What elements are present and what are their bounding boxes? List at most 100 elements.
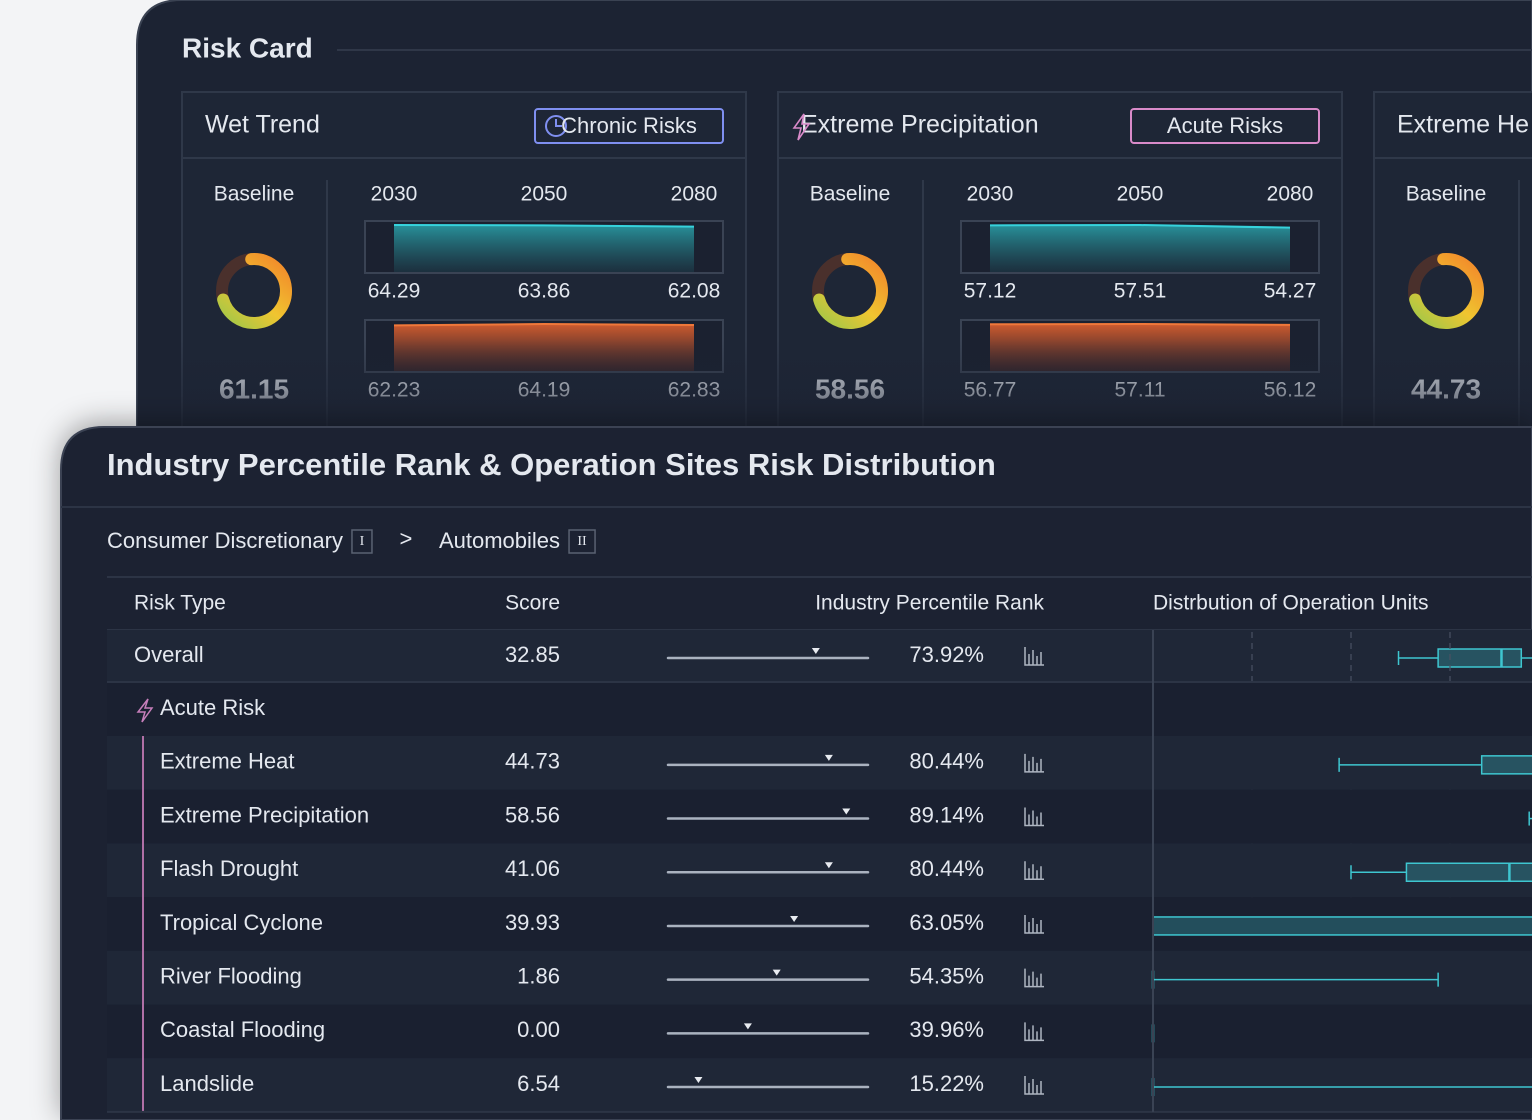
chart-icon[interactable] <box>1024 1022 1044 1042</box>
risk-score: 39.93 <box>505 910 560 935</box>
row-background <box>107 630 1532 682</box>
year-label: 2030 <box>967 183 1014 206</box>
baseline-label: Baseline <box>214 183 295 206</box>
trend-value: 57.12 <box>964 280 1017 303</box>
chart-icon[interactable] <box>1024 647 1044 666</box>
risk-card-title: Risk Card <box>182 32 313 63</box>
risk-tag[interactable]: Acute Risks <box>792 108 1320 144</box>
chart-icon-shape <box>1024 807 1044 827</box>
tag-frame <box>534 108 724 144</box>
table-row[interactable]: Landslide 6.54 15.22% <box>107 1058 1532 1112</box>
tag-label: Acute Risks <box>1167 113 1283 138</box>
row-background <box>107 897 1532 951</box>
risk-name: Coastal Flooding <box>160 1017 325 1042</box>
percentile-label: 80.44% <box>909 749 984 774</box>
percentile-marker <box>743 1023 752 1030</box>
trend-value: 62.08 <box>668 280 721 303</box>
level-badge-label: I <box>360 534 365 549</box>
percentile-label: 80.44% <box>909 856 984 881</box>
table-row[interactable]: River Flooding 1.86 54.35% <box>107 950 1532 1005</box>
chart-icon[interactable] <box>1024 807 1044 827</box>
breadcrumb-item[interactable]: Consumer Discretionary <box>107 528 343 553</box>
ranking-title: Industry Percentile Rank & Operation Sit… <box>107 447 996 482</box>
risk-name: River Flooding <box>160 963 302 988</box>
card-title: Wet Trend <box>205 111 320 139</box>
bolt-icon <box>792 113 811 141</box>
clock-icon <box>545 115 567 137</box>
chart-icon[interactable] <box>1024 861 1044 880</box>
risk-name: Extreme Precipitation <box>160 802 369 827</box>
percentile-marker <box>824 754 833 761</box>
group-label: Acute Risk <box>160 695 266 720</box>
risk-score: 0.00 <box>517 1017 560 1042</box>
chart-icon-shape <box>1024 1076 1044 1095</box>
table-row[interactable]: Overall 32.85 73.92% <box>107 630 1532 682</box>
trend-value: 54.27 <box>1264 280 1317 303</box>
box <box>1480 755 1532 775</box>
group-row[interactable]: Acute Risk <box>107 683 1532 736</box>
row-background <box>107 789 1532 844</box>
box-plot <box>1338 755 1532 775</box>
baseline-label: Baseline <box>810 183 891 206</box>
trend-area <box>990 225 1290 272</box>
percentile-marker <box>694 1077 703 1084</box>
box-plot <box>1397 648 1532 668</box>
chart-icon[interactable] <box>1024 914 1044 934</box>
risk-name: Landslide <box>160 1071 254 1096</box>
breadcrumb-item[interactable]: Automobiles <box>439 528 560 553</box>
risk-score: 32.85 <box>505 642 560 667</box>
chart-icon-shape <box>1024 914 1044 934</box>
trend-line <box>393 224 695 228</box>
table-row[interactable]: Tropical Cyclone 39.93 63.05% <box>107 897 1532 951</box>
year-label: 2080 <box>671 183 718 206</box>
chart-icon[interactable] <box>1024 968 1044 988</box>
risk-score: 1.86 <box>517 963 560 988</box>
trend-line <box>393 322 695 327</box>
table-row[interactable]: Extreme Heat 44.73 80.44% <box>107 736 1532 790</box>
trend-area <box>394 225 694 272</box>
chart-icon[interactable] <box>1024 1076 1044 1095</box>
baseline-label: Baseline <box>1406 183 1487 206</box>
box-plot <box>1350 862 1532 882</box>
trend-line <box>989 223 1291 229</box>
row-background <box>107 736 1532 790</box>
column-header: Score <box>505 592 560 615</box>
table: Consumer Discretionary I > Automobiles II Ris… <box>107 526 1532 1113</box>
percentile-label: 15.22% <box>909 1071 984 1096</box>
trend-line <box>989 322 1291 326</box>
risk-score: 44.73 <box>505 749 560 774</box>
percentile-label: 39.96% <box>909 1017 984 1042</box>
table-row[interactable]: Flash Drought 41.06 80.44% <box>107 843 1532 898</box>
box <box>1152 916 1532 936</box>
level-badge <box>351 529 373 554</box>
table-row[interactable]: Extreme Precipitation 58.56 89.14% <box>107 789 1532 844</box>
chart-icon[interactable] <box>1024 753 1044 773</box>
risk-name: Flash Drought <box>160 856 298 881</box>
level-badge <box>568 529 596 554</box>
bolt-icon <box>136 698 154 723</box>
year-label: 2050 <box>521 183 568 206</box>
box-plot <box>1528 811 1532 826</box>
clock-hands <box>555 119 562 127</box>
tag-frame <box>1130 108 1320 144</box>
tag-label: Chronic Risks <box>561 113 697 138</box>
card-title: Extreme Precipitation <box>801 111 1039 139</box>
row-background <box>107 1004 1532 1059</box>
risk-name: Tropical Cyclone <box>160 910 323 935</box>
table-row[interactable]: Coastal Flooding 0.00 39.96% <box>107 1004 1532 1059</box>
percentile-marker <box>772 969 781 976</box>
risk-score: 6.54 <box>517 1071 560 1096</box>
row-background <box>107 843 1532 898</box>
row-background <box>107 1058 1532 1112</box>
percentile-marker <box>790 915 799 922</box>
box <box>1405 862 1532 882</box>
donut-arc <box>812 253 888 329</box>
row-background <box>107 950 1532 1005</box>
year-label: 2030 <box>371 183 418 206</box>
percentile-marker <box>811 648 820 654</box>
risk-tag[interactable]: Chronic Risks <box>534 108 724 144</box>
row-background <box>107 683 1532 736</box>
percentile-marker <box>824 862 833 869</box>
card-title: Extreme He <box>1397 111 1529 139</box>
